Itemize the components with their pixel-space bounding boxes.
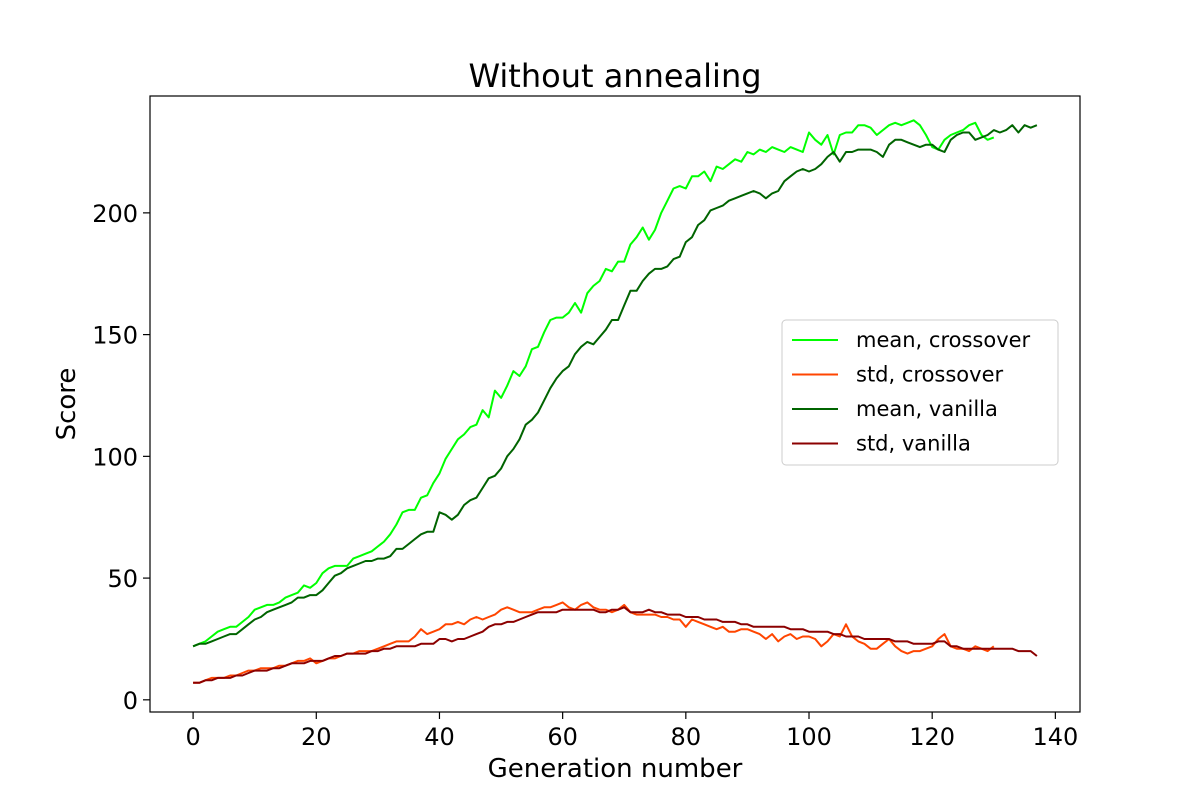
series-line-mean-crossover [192,119,995,648]
series-line-std-crossover [193,601,995,684]
y-tick-label: 100 [92,443,138,471]
x-tick-label: 120 [909,723,955,751]
x-tick-label: 140 [1032,723,1078,751]
legend-label: std, crossover [856,363,1003,387]
x-axis-label: Generation number [488,754,743,784]
series-lines [192,119,1038,684]
legend-items: mean, crossover std, crossover mean, vanil… [792,328,1031,456]
x-tick-label: 60 [547,723,578,751]
series-line-mean-vanilla [192,124,1038,648]
y-tick-label: 0 [123,687,138,715]
x-tick-label: 100 [786,723,832,751]
x-tick-label: 80 [671,723,702,751]
x-tick-label: 40 [424,723,455,751]
legend: mean, crossover std, crossover mean, vanil… [781,319,1059,466]
legend-box [781,319,1059,466]
legend-label: mean, vanilla [856,397,998,421]
y-axis-label: Score [52,368,82,441]
y-tick-label: 200 [92,200,138,228]
chart-title: Without annealing [468,57,761,95]
legend-label: std, vanilla [856,432,971,456]
legend-label: mean, crossover [856,328,1031,352]
series-line-std-vanilla [193,606,1038,684]
y-tick-label: 150 [92,322,138,350]
y-axis: 0 50 100 150 200 [92,200,150,715]
plot-area [149,95,1081,713]
x-tick-label: 20 [301,723,332,751]
x-tick-label: 0 [185,723,200,751]
y-tick-label: 50 [107,565,138,593]
x-axis: 0 20 40 60 80 100 120 140 [185,712,1078,751]
